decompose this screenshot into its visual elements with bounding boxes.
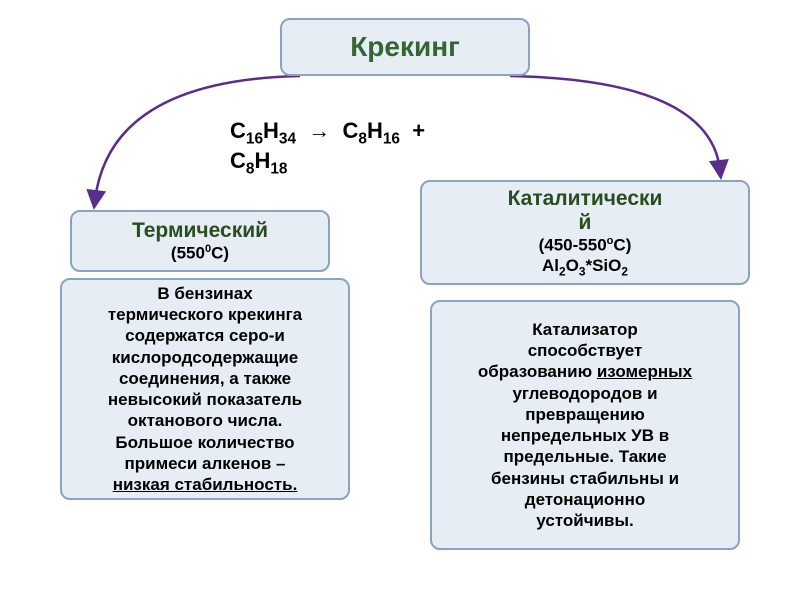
- thermal-title: Термический: [132, 219, 268, 243]
- catalytic-temp: (450-550оС): [539, 235, 632, 256]
- desc-line: соединения, а также: [119, 368, 291, 389]
- equation-line2: С8Н18: [230, 148, 425, 178]
- thermal-description: В бензинах термического крекинга содержа…: [60, 278, 350, 500]
- arrow-right: [510, 76, 720, 170]
- desc-line: бензины стабильны и: [491, 468, 679, 489]
- desc-line: примеси алкенов –: [124, 453, 285, 474]
- catalytic-title: й: [579, 211, 592, 235]
- desc-line: углеводородов и: [512, 383, 657, 404]
- desc-line: В бензинах: [157, 283, 252, 304]
- desc-line: кислородсодержащие: [112, 347, 298, 368]
- desc-line: детонационно: [525, 489, 645, 510]
- desc-line: невысокий показатель: [108, 389, 302, 410]
- desc-line: термического крекинга: [108, 304, 302, 325]
- desc-line: предельные. Такие: [503, 446, 666, 467]
- desc-line: образованию изомерных: [478, 361, 692, 382]
- catalytic-description: Катализатор способствует образованию изо…: [430, 300, 740, 550]
- desc-line: превращению: [525, 404, 644, 425]
- reaction-equation: С16Н34 → С8Н16 + С8Н18: [230, 118, 425, 179]
- catalytic-catalyst: Al2O3*SiO2: [542, 256, 628, 278]
- catalytic-title-node: Каталитически й (450-550оС) Al2O3*SiO2: [420, 180, 750, 285]
- root-node: Крекинг: [280, 18, 530, 76]
- desc-line: способствует: [528, 340, 643, 361]
- thermal-temp: (5500С): [171, 243, 229, 264]
- desc-line: октанового числа.: [128, 410, 283, 431]
- thermal-title-node: Термический (5500С): [70, 210, 330, 272]
- equation-line1: С16Н34 → С8Н16 +: [230, 118, 425, 148]
- catalytic-title: Каталитически: [508, 187, 663, 211]
- desc-line: устойчивы.: [536, 510, 633, 531]
- desc-line: непредельных УВ в: [501, 425, 669, 446]
- root-label: Крекинг: [350, 31, 460, 63]
- desc-line: низкая стабильность.: [113, 474, 298, 495]
- desc-line: содержатся серо-и: [125, 325, 285, 346]
- desc-line: Катализатор: [532, 319, 638, 340]
- desc-line: Большое количество: [115, 432, 294, 453]
